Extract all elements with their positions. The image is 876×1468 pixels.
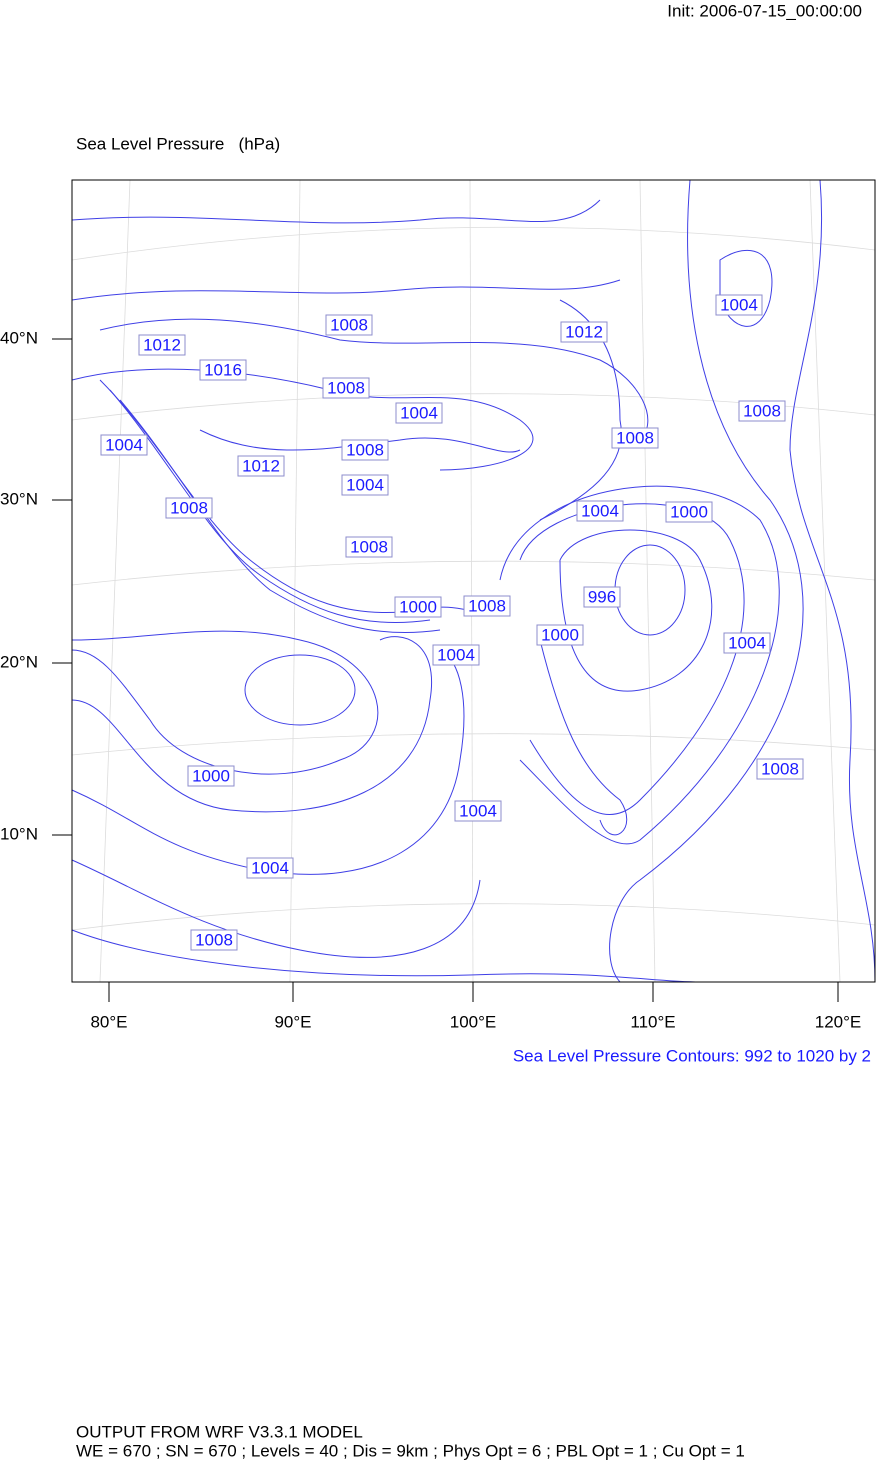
label-box — [715, 294, 763, 316]
label-box — [432, 644, 480, 666]
contour-label: 1008 — [468, 596, 506, 615]
lat-label: 20°N — [0, 652, 38, 671]
contour-label: 1000 — [670, 502, 708, 521]
label-box — [394, 596, 442, 618]
lon-label: 80°E — [90, 1012, 127, 1031]
lat-label: 40°N — [0, 328, 38, 347]
contour-label: 1000 — [541, 625, 579, 644]
contour-label: 1004 — [459, 801, 497, 820]
label-box — [100, 434, 148, 456]
label-box — [322, 377, 370, 399]
label-box — [199, 359, 247, 381]
lon-label: 100°E — [450, 1012, 497, 1031]
label-box — [246, 857, 294, 879]
label-box — [723, 632, 771, 654]
contour-label: 1016 — [204, 360, 242, 379]
contour-label: 1012 — [242, 456, 280, 475]
lon-label: 110°E — [630, 1012, 675, 1031]
label-box — [325, 314, 373, 336]
contour-note: Sea Level Pressure Contours: 992 to 1020… — [513, 1046, 871, 1065]
contour-label: 1004 — [400, 403, 438, 422]
contour-label: 1008 — [330, 315, 368, 334]
contour-label: 1008 — [350, 537, 388, 556]
lat-label: 10°N — [0, 824, 38, 843]
footer-line: WE = 670 ; SN = 670 ; Levels = 40 ; Dis … — [76, 1441, 745, 1460]
contour-label: 1004 — [105, 435, 143, 454]
label-box — [165, 497, 213, 519]
contour-label: 1008 — [195, 930, 233, 949]
label-box — [187, 765, 235, 787]
lon-ticks: 80°E 90°E 100°E 110°E 120°E — [90, 982, 861, 1031]
contour-label: 1008 — [170, 498, 208, 517]
graticule — [71, 179, 876, 983]
footer-line: OUTPUT FROM WRF V3.3.1 MODEL — [76, 1422, 363, 1441]
contour-label: 1004 — [581, 501, 619, 520]
lat-ticks: 40°N 30°N 20°N 10°N — [0, 328, 72, 843]
label-box — [341, 439, 389, 461]
label-box — [454, 800, 502, 822]
contour-label: 1004 — [720, 295, 758, 314]
label-box — [463, 595, 511, 617]
label-box — [345, 536, 393, 558]
label-box — [395, 402, 443, 424]
contour-label: 1008 — [616, 428, 654, 447]
label-box — [756, 758, 804, 780]
contour-label: 1012 — [565, 322, 603, 341]
label-box — [576, 500, 624, 522]
contour-label: 996 — [588, 587, 616, 606]
contour-label: 1004 — [437, 645, 475, 664]
label-box — [341, 474, 389, 496]
lon-label: 90°E — [274, 1012, 311, 1031]
contour-label: 1000 — [399, 597, 437, 616]
contour-label: 1008 — [743, 401, 781, 420]
contour-label: 1000 — [192, 766, 230, 785]
label-box — [536, 624, 584, 646]
contour-label: 1004 — [251, 858, 289, 877]
contour-label: 1008 — [761, 759, 799, 778]
init-time: Init: 2006-07-15_00:00:00 — [667, 1, 862, 20]
contour-label: 1004 — [728, 633, 766, 652]
label-box — [738, 400, 786, 422]
contour-label: 1008 — [346, 440, 384, 459]
contour-label: 1004 — [346, 475, 384, 494]
contour-labels: 1004 1008 1012 1012 1016 1008 1004 1008 1008 1004… — [100, 294, 804, 951]
label-box — [583, 586, 621, 608]
label-box — [138, 334, 186, 356]
label-box — [611, 427, 659, 449]
lat-label: 30°N — [0, 489, 38, 508]
label-box — [190, 929, 238, 951]
lon-label: 120°E — [815, 1012, 862, 1031]
label-box — [665, 501, 713, 523]
label-box — [560, 321, 608, 343]
contour-lines — [71, 179, 876, 983]
contour-label: 1008 — [327, 378, 365, 397]
label-box — [237, 455, 285, 477]
contour-label: 1012 — [143, 335, 181, 354]
plot-title: Sea Level Pressure (hPa) — [76, 134, 280, 153]
